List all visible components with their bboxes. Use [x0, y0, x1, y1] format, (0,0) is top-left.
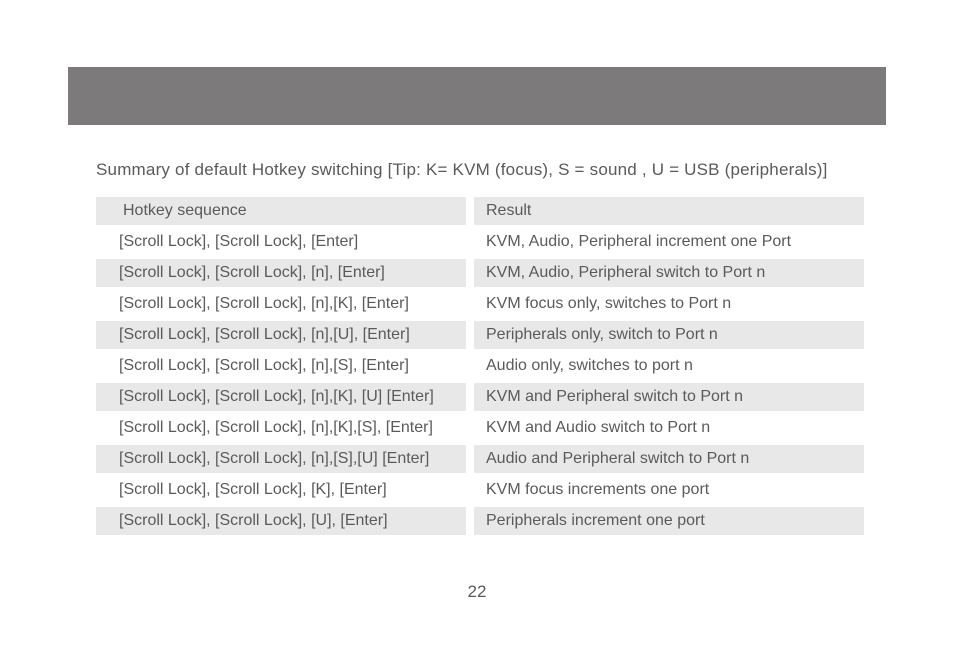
header-bar	[68, 67, 886, 125]
table-row: [Scroll Lock], [Scroll Lock], [n],[S],[U…	[96, 443, 866, 474]
table-row: [Scroll Lock], [Scroll Lock], [n], [Ente…	[96, 257, 866, 288]
table-header-row: Hotkey sequence Result	[96, 195, 866, 226]
cell-result: Peripherals increment one port	[474, 507, 864, 535]
cell-result: KVM focus only, switches to Port n	[474, 290, 864, 318]
cell-sequence: [Scroll Lock], [Scroll Lock], [n],[K], […	[96, 383, 466, 411]
header-result: Result	[474, 197, 864, 225]
cell-sequence: [Scroll Lock], [Scroll Lock], [n],[S], […	[96, 352, 466, 380]
cell-sequence: [Scroll Lock], [Scroll Lock], [n],[K], […	[96, 290, 466, 318]
cell-result: KVM, Audio, Peripheral switch to Port n	[474, 259, 864, 287]
cell-sequence: [Scroll Lock], [Scroll Lock], [U], [Ente…	[96, 507, 466, 535]
cell-result: KVM, Audio, Peripheral increment one Por…	[474, 228, 864, 256]
table-row: [Scroll Lock], [Scroll Lock], [U], [Ente…	[96, 505, 866, 536]
cell-sequence: [Scroll Lock], [Scroll Lock], [n],[S],[U…	[96, 445, 466, 473]
table-row: [Scroll Lock], [Scroll Lock], [n],[K], […	[96, 381, 866, 412]
table-row: [Scroll Lock], [Scroll Lock], [n],[K], […	[96, 288, 866, 319]
cell-sequence: [Scroll Lock], [Scroll Lock], [n],[U], […	[96, 321, 466, 349]
cell-result: KVM and Peripheral switch to Port n	[474, 383, 864, 411]
cell-result: Peripherals only, switch to Port n	[474, 321, 864, 349]
table-row: [Scroll Lock], [Scroll Lock], [n],[S], […	[96, 350, 866, 381]
header-sequence: Hotkey sequence	[96, 197, 466, 225]
summary-text: Summary of default Hotkey switching [Tip…	[96, 160, 828, 180]
table-row: [Scroll Lock], [Scroll Lock], [n],[U], […	[96, 319, 866, 350]
cell-result: Audio only, switches to port n	[474, 352, 864, 380]
cell-result: Audio and Peripheral switch to Port n	[474, 445, 864, 473]
table-row: [Scroll Lock], [Scroll Lock], [K], [Ente…	[96, 474, 866, 505]
table-row: [Scroll Lock], [Scroll Lock], [n],[K],[S…	[96, 412, 866, 443]
cell-sequence: [Scroll Lock], [Scroll Lock], [n], [Ente…	[96, 259, 466, 287]
cell-result: KVM focus increments one port	[474, 476, 864, 504]
page-number: 22	[0, 582, 954, 602]
hotkey-table: Hotkey sequence Result [Scroll Lock], [S…	[96, 195, 866, 536]
table-row: [Scroll Lock], [Scroll Lock], [Enter] KV…	[96, 226, 866, 257]
cell-sequence: [Scroll Lock], [Scroll Lock], [n],[K],[S…	[96, 414, 466, 442]
cell-sequence: [Scroll Lock], [Scroll Lock], [Enter]	[96, 228, 466, 256]
cell-sequence: [Scroll Lock], [Scroll Lock], [K], [Ente…	[96, 476, 466, 504]
cell-result: KVM and Audio switch to Port n	[474, 414, 864, 442]
